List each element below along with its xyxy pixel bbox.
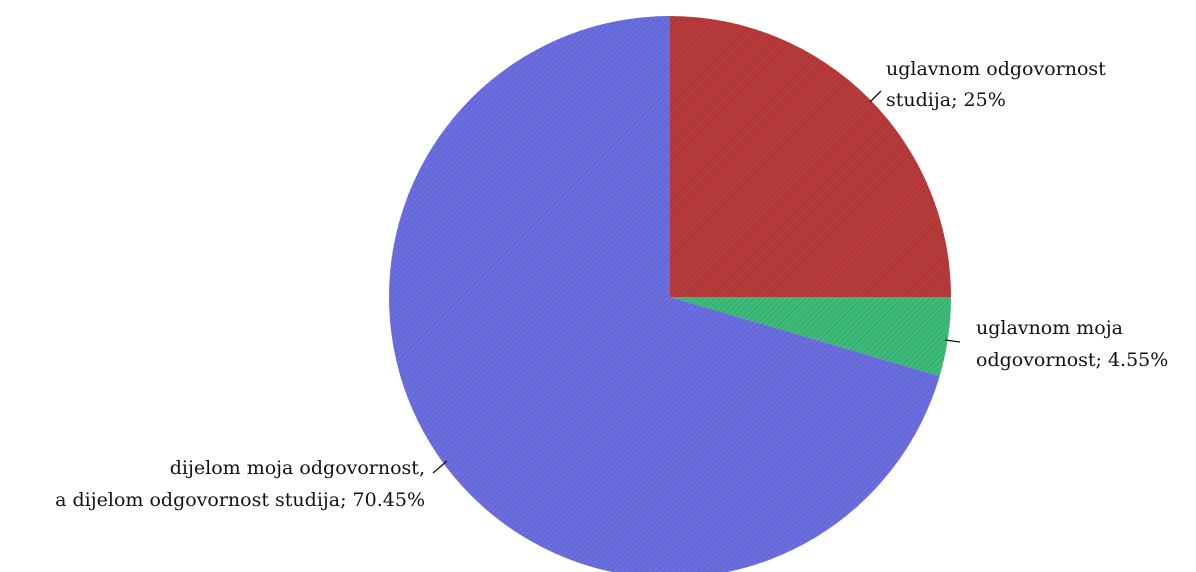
pie-label-moja-line-2: odgovornost; 4.55%	[976, 349, 1168, 371]
pie-label-dijelom-line-2: a dijelom odgovornost studija; 70.45%	[55, 489, 425, 511]
pie-slice-studija	[670, 16, 951, 297]
pie-label-studija-line-1: uglavnom odgovornost	[886, 58, 1106, 80]
pie-label-moja-line-1: uglavnom moja	[976, 317, 1123, 339]
pie-slice-moja	[670, 297, 951, 377]
pie-label-dijelom-line-1: dijelom moja odgovornost,	[170, 457, 425, 479]
pie-label-leader-dijelom	[432, 460, 448, 474]
pie-labels: uglavnom odgovornost studija; 25% uglavnom…	[55, 58, 1168, 511]
pie-label-studija-line-2: studija; 25%	[886, 89, 1006, 111]
pie-slice-studija-hatch	[670, 16, 951, 297]
pie-label-leader-studija	[869, 90, 882, 103]
pie-slices	[388, 16, 951, 572]
pie-slice-dijelom-hatch	[388, 16, 940, 572]
pie-label-leader-moja	[944, 339, 961, 343]
pie-slice-dijelom	[388, 16, 940, 572]
pie-slice-moja-hatch	[670, 297, 951, 377]
